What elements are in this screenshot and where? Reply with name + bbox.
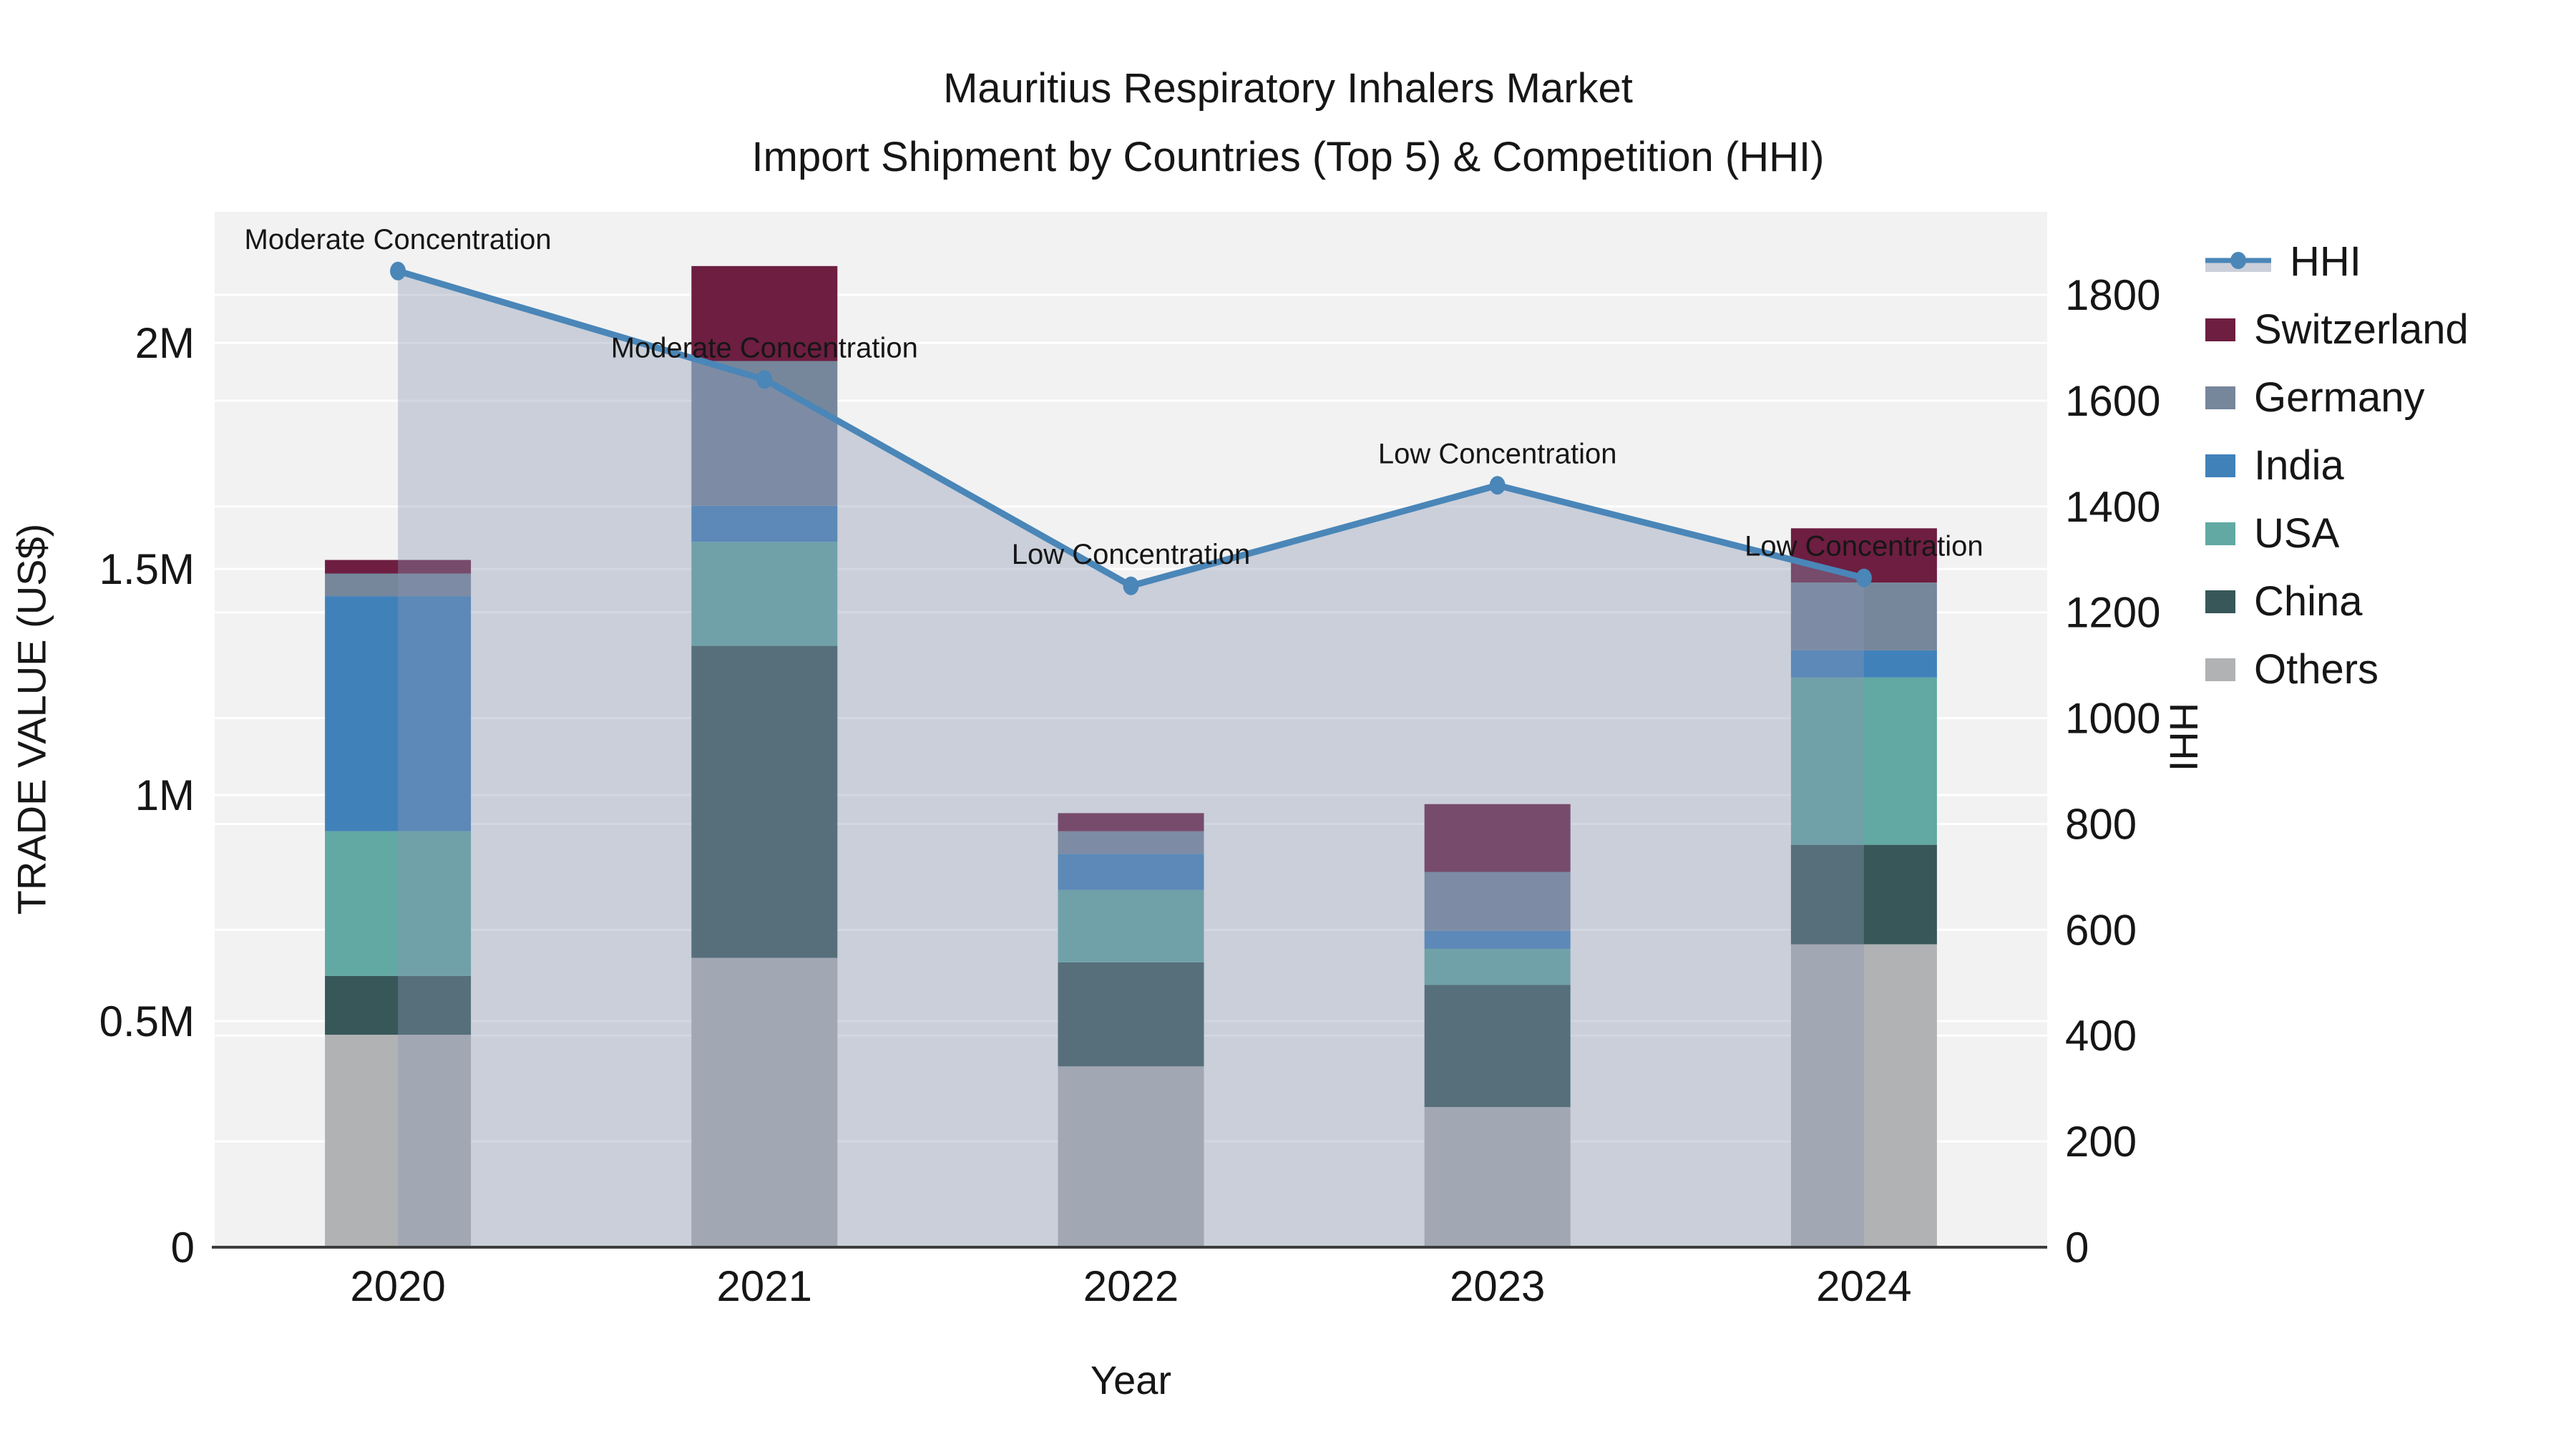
y-right-tick-1200: 1200 (2065, 589, 2160, 637)
bar-segment-china-2020 (325, 975, 472, 1035)
bar-segment-china-2021 (691, 645, 838, 958)
y-right-tick-1400: 1400 (2065, 483, 2160, 531)
legend-item-label: China (2254, 578, 2363, 625)
hhi-marker-2022 (1123, 576, 1139, 595)
hhi-area-fill (398, 270, 1864, 1247)
hhi-marker-2020 (390, 261, 406, 280)
legend-item-label: Switzerland (2254, 306, 2469, 353)
y-right-tick-1000: 1000 (2065, 695, 2160, 743)
legend-swatch-icon (2205, 318, 2235, 341)
x-tick-2022: 2022 (1083, 1262, 1179, 1310)
hhi-annotation-2021: Moderate Concentration (611, 332, 918, 364)
legend-item-hhi[interactable]: HHI (2205, 228, 2469, 296)
y-right-tick-800: 800 (2065, 800, 2137, 848)
y-left-tick-0: 0 (171, 1224, 195, 1272)
bar-segment-germany-2023 (1424, 872, 1571, 931)
bar-segment-india-2021 (691, 505, 838, 542)
bar-segment-usa-2021 (691, 542, 838, 646)
legend-item-usa[interactable]: USA (2205, 499, 2469, 567)
hhi-line-icon (2205, 251, 2271, 272)
bar-segment-switzerland-2021 (691, 265, 838, 361)
y-left-tick-1.5M: 1.5M (99, 545, 195, 593)
hhi-marker-2024 (1855, 568, 1872, 587)
bar-segment-germany-2024 (1790, 582, 1937, 650)
legend-item-label: Germany (2254, 374, 2425, 421)
legend-swatch-icon (2205, 590, 2235, 613)
bar-segment-usa-2020 (325, 831, 472, 976)
bar-segment-germany-2022 (1058, 831, 1204, 854)
y-left-tick-2M: 2M (135, 319, 195, 367)
x-tick-2020: 2020 (350, 1262, 445, 1310)
y-right-tick-200: 200 (2065, 1118, 2137, 1166)
hhi-marker-2021 (756, 370, 773, 389)
bar-segment-india-2023 (1424, 930, 1571, 949)
bar-segment-india-2020 (325, 596, 472, 831)
legend-item-germany[interactable]: Germany (2205, 364, 2469, 431)
bar-segment-usa-2023 (1424, 948, 1571, 985)
bar-segment-switzerland-2022 (1058, 813, 1204, 831)
legend: HHI Switzerland Germany India USA China Others (2205, 228, 2469, 703)
hhi-annotation-2024: Low Concentration (1745, 531, 1984, 562)
x-tick-2021: 2021 (717, 1262, 812, 1310)
chart-title-line2: Import Shipment by Countries (Top 5) & C… (751, 134, 1825, 180)
legend-item-label: USA (2254, 510, 2340, 557)
y-right-tick-400: 400 (2065, 1012, 2137, 1060)
legend-item-label: Others (2254, 646, 2379, 693)
bar-segment-others-2022 (1058, 1066, 1204, 1247)
bar-segment-india-2022 (1058, 854, 1204, 890)
hhi-annotation-2022: Low Concentration (1012, 539, 1251, 570)
hhi-annotation-2023: Low Concentration (1378, 438, 1617, 469)
hhi-marker-2023 (1489, 476, 1506, 495)
bar-segment-switzerland-2020 (325, 560, 472, 574)
x-axis-title: Year (1090, 1357, 1172, 1402)
legend-item-china[interactable]: China (2205, 567, 2469, 635)
bar-segment-china-2022 (1058, 962, 1204, 1067)
bar-segment-usa-2022 (1058, 889, 1204, 962)
bar-segment-china-2024 (1790, 844, 1937, 945)
y-right-tick-600: 600 (2065, 906, 2137, 954)
legend-item-label: India (2254, 442, 2344, 489)
bar-segment-others-2021 (691, 957, 838, 1247)
chart-title-line1: Mauritius Respiratory Inhalers Market (943, 65, 1633, 112)
y-right-tick-1600: 1600 (2065, 377, 2160, 425)
legend-swatch-icon (2205, 658, 2235, 681)
bar-segment-others-2024 (1790, 944, 1937, 1247)
bar-segment-india-2024 (1790, 650, 1937, 678)
x-tick-2024: 2024 (1816, 1262, 1911, 1310)
y-right-tick-0: 0 (2065, 1224, 2089, 1272)
bar-segment-others-2023 (1424, 1107, 1571, 1247)
y-right-tick-1800: 1800 (2065, 271, 2160, 319)
legend-item-india[interactable]: India (2205, 431, 2469, 499)
bar-segment-usa-2024 (1790, 677, 1937, 845)
legend-swatch-icon (2205, 522, 2235, 545)
bar-segment-others-2020 (325, 1035, 472, 1247)
legend-item-switzerland[interactable]: Switzerland (2205, 296, 2469, 364)
bar-segment-china-2023 (1424, 985, 1571, 1108)
y-axis-title-left: TRADE VALUE (US$) (9, 523, 54, 915)
y-left-tick-1M: 1M (135, 771, 195, 819)
legend-item-label: HHI (2290, 238, 2361, 285)
legend-swatch-icon (2205, 386, 2235, 409)
hhi-annotation-2020: Moderate Concentration (245, 224, 552, 255)
bar-segment-switzerland-2023 (1424, 804, 1571, 872)
y-left-tick-0.5M: 0.5M (99, 997, 195, 1045)
legend-swatch-icon (2205, 454, 2235, 477)
x-tick-2023: 2023 (1450, 1262, 1545, 1310)
legend-item-others[interactable]: Others (2205, 635, 2469, 703)
y-axis-title-right: HHI (2161, 702, 2207, 772)
bar-segment-germany-2020 (325, 573, 472, 597)
